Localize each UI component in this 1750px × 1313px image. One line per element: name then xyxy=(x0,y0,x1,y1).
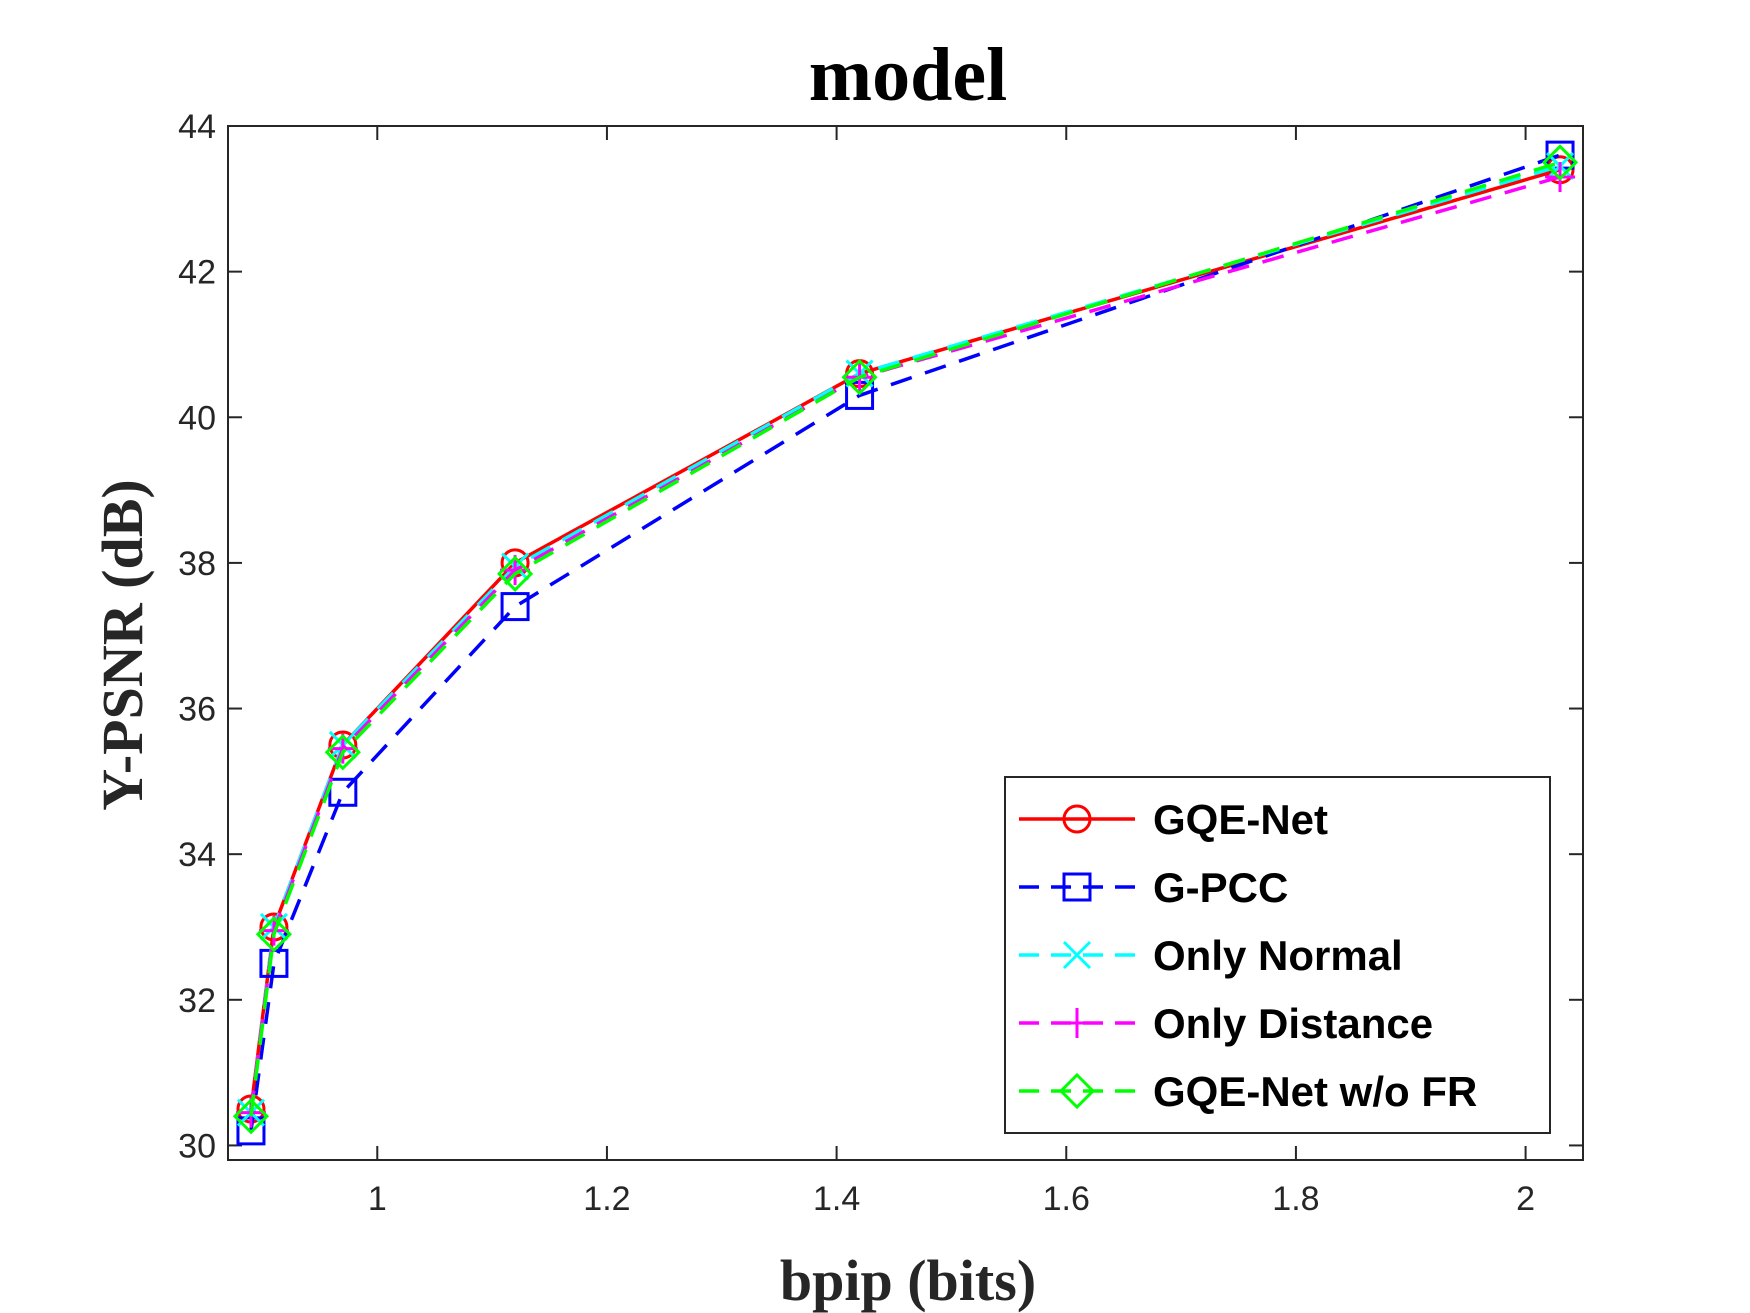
y-axis-label: Y-PSNR (dB) xyxy=(90,479,155,810)
axes: 1 1.2 1.4 1.6 1.8 2 30 32 34 36 38 40 42 44 xyxy=(178,108,1584,1218)
x-tick-label: 2 xyxy=(1516,1180,1535,1218)
x-tick-label: 1.8 xyxy=(1272,1180,1319,1218)
data-point-diamond xyxy=(255,916,293,953)
series-line xyxy=(249,153,1561,1132)
legend-marker-diamond xyxy=(1058,1072,1096,1110)
plot-frame xyxy=(227,125,1584,1161)
legend-label: GQE-Net xyxy=(1153,796,1328,843)
data-point-diamond xyxy=(1541,144,1579,181)
data-point-diamond xyxy=(324,734,361,771)
data-point-diamond xyxy=(496,555,534,592)
legend-entry: GQE-Net w/o FR xyxy=(1019,1068,1477,1115)
legend-label: G-PCC xyxy=(1153,864,1288,911)
legend-marker-circle xyxy=(1062,804,1092,834)
y-tick-label: 34 xyxy=(178,836,216,874)
y-tick-label: 42 xyxy=(178,254,216,292)
legend-marker-x xyxy=(1062,940,1092,970)
data-point-square xyxy=(328,777,358,807)
chart-title: model xyxy=(809,33,1007,117)
legend-label: GQE-Net w/o FR xyxy=(1153,1068,1477,1115)
series-gqe-net-w-o-fr xyxy=(232,144,1579,1135)
x-tick-label: 1.4 xyxy=(813,1180,860,1218)
y-tick-label: 30 xyxy=(178,1127,216,1165)
plot-series xyxy=(232,140,1579,1146)
data-point-diamond xyxy=(841,359,878,396)
legend-entry: GQE-Net xyxy=(1019,796,1328,843)
x-tick-label: 1 xyxy=(368,1180,387,1218)
y-tick-label: 44 xyxy=(178,108,216,146)
data-point-square xyxy=(500,592,530,622)
x-axis-label: bpip (bits) xyxy=(780,1248,1036,1313)
legend-entry: G-PCC xyxy=(1019,864,1288,911)
legend-label: Only Distance xyxy=(1153,1000,1433,1047)
y-tick-label: 32 xyxy=(178,982,216,1020)
legend-entry: Only Normal xyxy=(1019,932,1403,979)
data-point-plus xyxy=(327,733,358,764)
y-tick-label: 36 xyxy=(178,691,216,729)
y-tick-label: 40 xyxy=(178,399,216,437)
x-tick-label: 1.2 xyxy=(583,1180,630,1218)
series-line xyxy=(249,160,1561,1117)
legend: GQE-Net G-PCC Only Normal Only Distance GQE-… xyxy=(1004,776,1551,1134)
legend-label: Only Normal xyxy=(1153,932,1403,979)
data-point-plus xyxy=(500,555,531,586)
x-tick-label: 1.6 xyxy=(1043,1180,1090,1218)
legend-entry: Only Distance xyxy=(1019,1000,1433,1047)
legend-marker-plus xyxy=(1062,1008,1092,1038)
y-tick-label: 38 xyxy=(178,545,216,583)
data-point-diamond xyxy=(232,1098,270,1135)
legend-marker-square xyxy=(1062,872,1092,902)
